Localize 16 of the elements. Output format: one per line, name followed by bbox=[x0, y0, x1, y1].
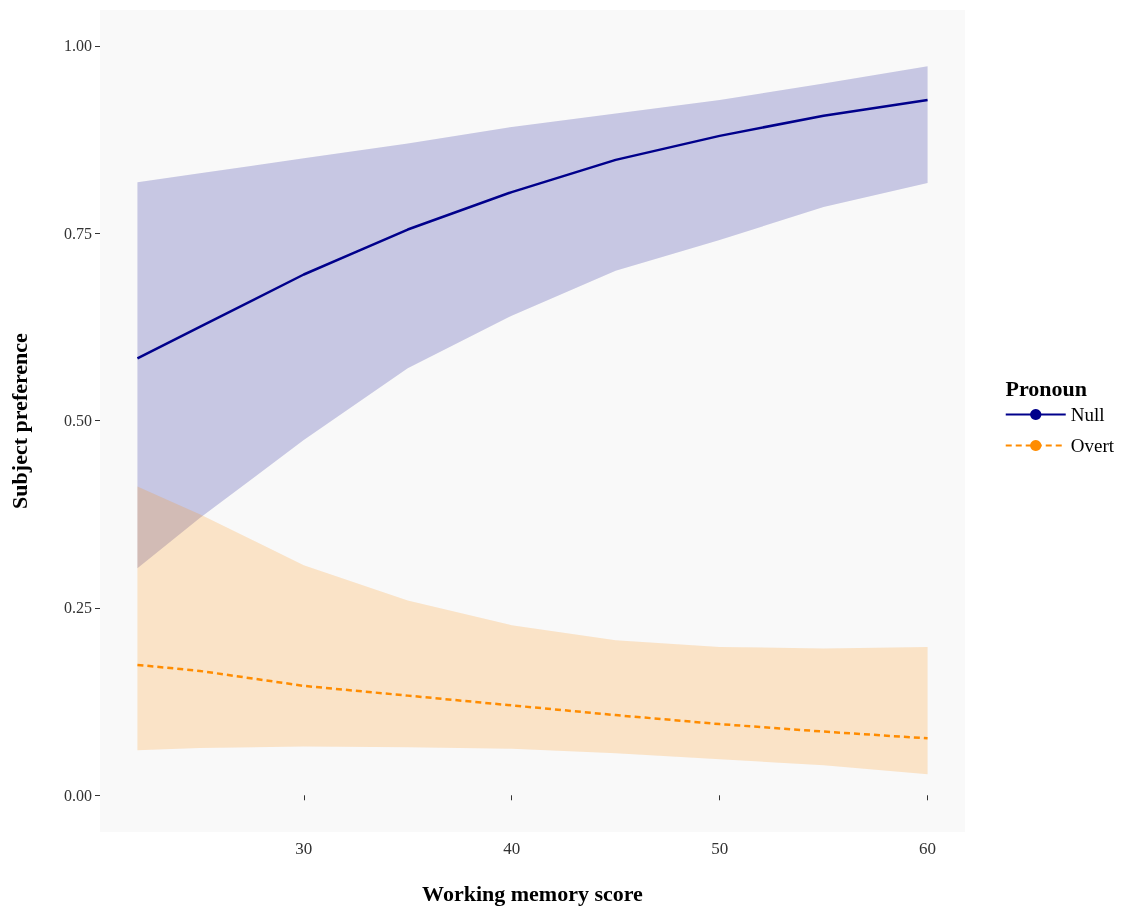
y-tick-label: 0.00 bbox=[64, 786, 92, 804]
legend-label: Null bbox=[1070, 404, 1105, 425]
x-tick-label: 50 bbox=[711, 839, 729, 858]
legend-title: Pronoun bbox=[1005, 375, 1087, 401]
x-axis-title: Working memory score bbox=[422, 880, 644, 906]
y-tick-label: 0.25 bbox=[64, 599, 92, 617]
y-axis-title: Subject preference bbox=[6, 332, 32, 509]
line-series bbox=[136, 98, 929, 360]
x-tick-label: 60 bbox=[919, 839, 937, 858]
y-tick-label: 0.75 bbox=[64, 224, 92, 242]
x-tick-label: 40 bbox=[503, 839, 521, 858]
y-tick-label: 1.00 bbox=[64, 37, 92, 55]
x-tick-label: 30 bbox=[295, 839, 313, 858]
y-tick-label: 0.50 bbox=[64, 412, 92, 430]
line-series bbox=[136, 663, 929, 740]
legend-label: Overt bbox=[1070, 435, 1115, 456]
